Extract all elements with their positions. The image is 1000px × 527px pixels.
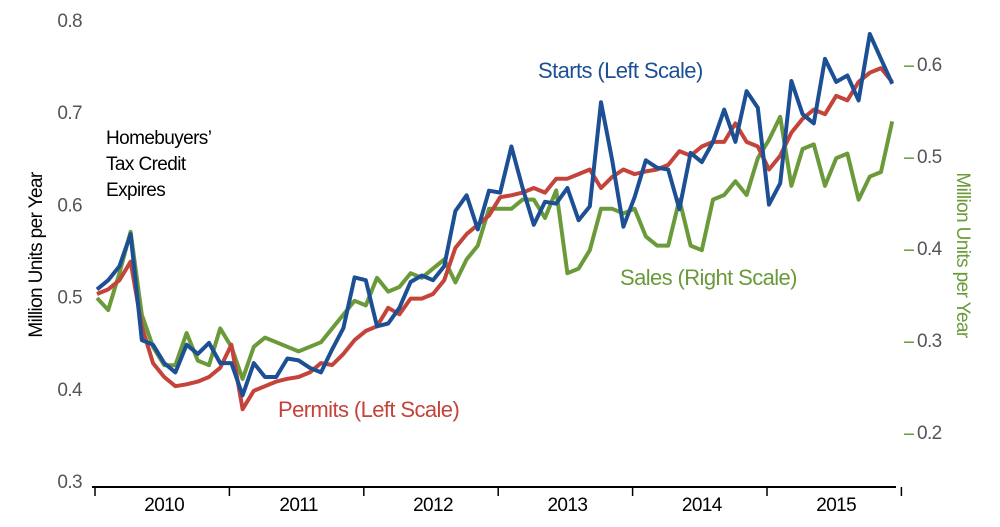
x-tick-label: 2011: [279, 495, 317, 516]
y-tick-label: 0.7: [57, 103, 82, 124]
y2-tick-label: 0.2: [917, 423, 942, 444]
annotation: Tax Credit: [106, 154, 187, 175]
y2-tick-label: 0.4: [917, 239, 943, 260]
x-tick-label: 2015: [816, 495, 856, 516]
x-tick-label: 2014: [682, 495, 723, 516]
y2-tick-label: 0.3: [917, 331, 942, 352]
y-tick-label: 0.4: [57, 380, 83, 401]
y2-axis-title: Million Units per Year: [952, 172, 973, 339]
y-tick-label: 0.5: [57, 288, 82, 309]
y-tick-label: 0.3: [57, 472, 82, 493]
series-line: [95, 114, 895, 381]
x-tick-label: 2010: [144, 495, 184, 516]
series-line: [95, 32, 895, 398]
y2-tick-label: 0.5: [917, 147, 942, 168]
x-tick-label: 2013: [547, 495, 587, 516]
y-tick-label: 0.6: [57, 195, 82, 216]
y-tick-label: 0.8: [57, 11, 82, 32]
series-label: Permits (Left Scale): [278, 397, 459, 422]
series-label: Sales (Right Scale): [620, 265, 797, 290]
annotation: Expires: [106, 180, 165, 201]
y-axis-title: Million Units per Year: [26, 171, 47, 338]
series-line: [96, 66, 894, 412]
x-tick-label: 2012: [413, 495, 453, 516]
series-label: Starts (Left Scale): [538, 58, 703, 83]
annotation: Homebuyers’: [106, 128, 212, 149]
y2-tick-label: 0.6: [917, 55, 942, 76]
